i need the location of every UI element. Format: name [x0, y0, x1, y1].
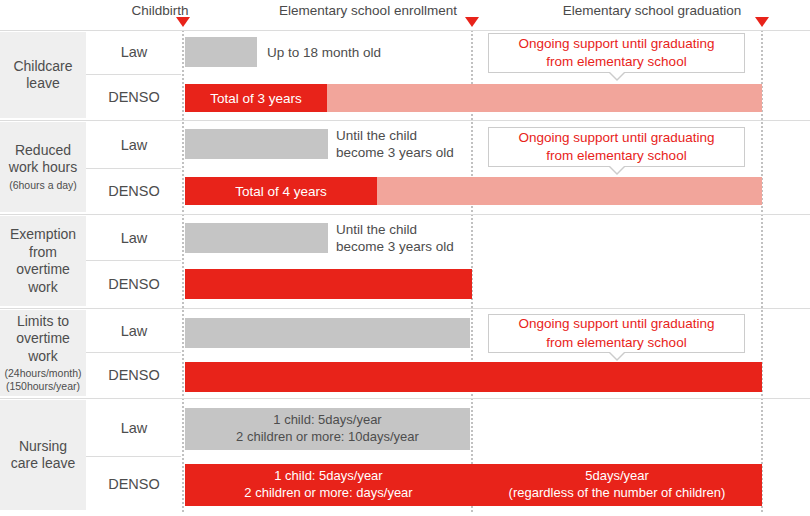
category-title: Nursing care leave [11, 438, 76, 473]
row-label-law: Law [88, 122, 180, 168]
ongoing-support-callout: Ongoing support until graduating from el… [488, 314, 745, 353]
category-title: Childcare leave [13, 58, 72, 93]
row-label-law: Law [88, 400, 180, 456]
row-label-law: Law [88, 310, 180, 352]
category-cell-limits-overtime: Limits to overtime work (24hours/month) … [0, 310, 86, 396]
denso-extension-bar [327, 84, 762, 112]
row-label-denso: DENSO [88, 168, 180, 214]
law-bar [185, 129, 328, 159]
row-divider [86, 74, 181, 75]
law-bar-note: Up to 18 month old [267, 45, 381, 62]
milestone-marker-icon [176, 17, 190, 27]
denso-bar-label: Total of 4 years [235, 184, 327, 199]
denso-bar [185, 269, 472, 299]
row-label-denso: DENSO [88, 456, 180, 512]
milestone-label-childbirth: Childbirth [131, 3, 188, 18]
row-label-law: Law [88, 30, 180, 74]
group-divider [0, 308, 810, 309]
row-divider [86, 260, 181, 261]
group-divider [0, 398, 810, 399]
category-cell-childcare-leave: Childcare leave [0, 32, 86, 118]
ongoing-support-callout: Ongoing support until graduating from el… [488, 127, 745, 167]
milestone-marker-icon [465, 17, 479, 27]
denso-extension-bar [377, 177, 762, 205]
law-bar-note: Until the child become 3 years old [336, 128, 454, 162]
category-title: Exemption from overtime work [10, 226, 76, 296]
denso-bar-label: Total of 3 years [210, 91, 302, 106]
category-subtitle: (24hours/month) (150hours/year) [4, 367, 81, 393]
group-divider [0, 120, 810, 121]
denso-bar: 1 child: 5days/year 2 children or more: … [185, 464, 762, 506]
row-label-law: Law [88, 216, 180, 260]
row-label-denso: DENSO [88, 352, 180, 398]
denso-bar-label-before-enrollment: 1 child: 5days/year 2 children or more: … [185, 464, 472, 506]
milestone-label-graduation: Elementary school graduation [563, 3, 742, 18]
law-bar [185, 223, 328, 253]
category-title: Limits to overtime work [16, 313, 70, 366]
category-cell-exemption-overtime: Exemption from overtime work [0, 216, 86, 306]
category-cell-nursing-care-leave: Nursing care leave [0, 400, 86, 510]
row-label-denso: DENSO [88, 74, 180, 120]
row-divider [86, 352, 181, 353]
law-bar [185, 37, 257, 67]
group-divider [0, 214, 810, 215]
milestone-gridline [182, 30, 184, 512]
law-bar [185, 318, 470, 348]
category-subtitle: (6hours a day) [9, 179, 77, 192]
milestone-marker-icon [755, 17, 769, 27]
milestone-label-enrollment: Elementary school enrollment [279, 3, 457, 18]
category-cell-reduced-work-hours: Reduced work hours (6hours a day) [0, 122, 86, 212]
denso-bar-label-after-enrollment: 5days/year (regardless of the number of … [472, 464, 762, 506]
ongoing-support-callout: Ongoing support until graduating from el… [488, 33, 745, 73]
denso-bar [185, 362, 762, 392]
category-title: Reduced work hours [9, 142, 77, 177]
law-bar-note: Until the child become 3 years old [336, 222, 454, 256]
row-divider [86, 456, 181, 457]
law-bar: 1 child: 5days/year 2 children or more: … [185, 408, 470, 450]
row-label-denso: DENSO [88, 260, 180, 308]
denso-bar: Total of 4 years [185, 177, 377, 205]
row-divider [86, 168, 181, 169]
denso-bar: Total of 3 years [185, 84, 327, 112]
timeline-chart: Childbirth Elementary school enrollment … [0, 0, 810, 516]
